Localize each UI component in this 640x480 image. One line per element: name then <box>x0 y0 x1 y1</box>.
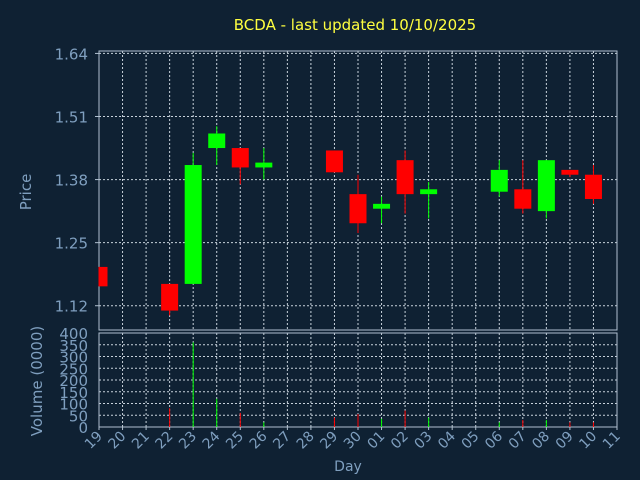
candles-layer <box>98 126 602 316</box>
chart-title: BCDA - last updated 10/10/2025 <box>234 16 476 34</box>
volume-axis-label: Volume (0000) <box>28 326 46 436</box>
price-tick-label: 1.25 <box>55 235 88 253</box>
x-tick-label: 06 <box>482 428 506 452</box>
x-tick-label: 26 <box>247 428 271 452</box>
x-tick-label: 20 <box>105 429 129 453</box>
x-tick-label: 22 <box>153 429 177 453</box>
price-tick-label: 1.51 <box>55 109 88 127</box>
price-panel-border <box>98 50 618 331</box>
candle-body <box>349 194 367 224</box>
candle-body <box>99 266 108 287</box>
volume-tick-label: 400 <box>59 325 88 343</box>
volume-tick-label: 100 <box>59 396 88 414</box>
candle-body <box>584 174 602 199</box>
volume-tick-label: 0 <box>78 419 88 437</box>
price-tick-label: 1.64 <box>55 45 88 63</box>
volume-tick-label: 300 <box>59 349 88 367</box>
grid-layer <box>99 51 617 427</box>
axes-layer: 1.121.251.381.511.6405010015020025030035… <box>55 45 624 452</box>
candle-body <box>537 160 555 212</box>
candle-body <box>184 165 202 284</box>
x-tick-label: 04 <box>435 428 459 452</box>
volume-tick-label: 350 <box>59 337 88 355</box>
x-tick-label: 27 <box>270 429 294 453</box>
candle-body <box>161 283 179 311</box>
candle-body <box>490 169 508 192</box>
x-tick-label: 30 <box>341 429 365 453</box>
candle-body <box>420 189 438 195</box>
price-tick-label: 1.12 <box>55 298 88 316</box>
volume-tick-label: 200 <box>59 372 88 390</box>
x-tick-label: 07 <box>506 429 530 453</box>
x-tick-label: 29 <box>317 429 341 453</box>
candle-body <box>255 162 273 168</box>
x-tick-label: 05 <box>459 429 483 453</box>
candle-body <box>514 189 532 209</box>
x-tick-label: 08 <box>529 429 553 453</box>
x-tick-label: 28 <box>294 429 318 453</box>
price-axis-label: Price <box>17 174 35 211</box>
candle-body <box>325 150 343 173</box>
x-tick-label: 11 <box>600 429 624 453</box>
candle-body <box>208 133 226 149</box>
volume-tick-label: 50 <box>69 407 88 425</box>
volume-tick-label: 250 <box>59 360 88 378</box>
x-tick-label: 10 <box>576 429 600 453</box>
x-tick-label: 21 <box>129 429 153 453</box>
x-tick-label: 25 <box>223 429 247 453</box>
x-tick-label: 23 <box>176 429 200 453</box>
price-tick-label: 1.38 <box>55 172 88 190</box>
x-tick-label: 09 <box>553 429 577 453</box>
x-tick-label: 01 <box>364 429 388 453</box>
x-tick-label: 02 <box>388 429 412 453</box>
volume-layer <box>169 342 594 427</box>
x-tick-label: 03 <box>412 429 436 453</box>
candle-body <box>561 169 579 175</box>
volume-tick-label: 150 <box>59 384 88 402</box>
x-tick-label: 24 <box>200 428 224 452</box>
candle-body <box>231 148 249 168</box>
candle-body <box>396 160 414 195</box>
x-axis-label: Day <box>334 459 362 475</box>
candle-body <box>373 203 391 209</box>
